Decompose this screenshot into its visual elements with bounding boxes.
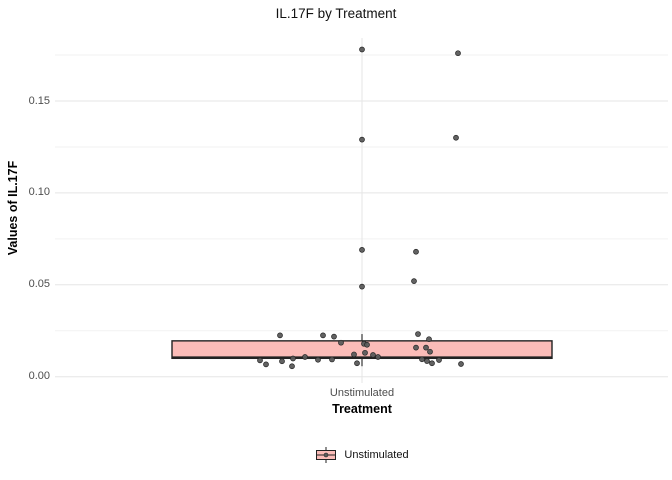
y-tick-label: 0.10: [28, 186, 50, 199]
y-tick-label: 0.00: [28, 370, 50, 383]
x-axis-title: Treatment: [332, 402, 392, 416]
x-tick-label: Unstimulated: [329, 387, 395, 399]
chart-title: IL.17F by Treatment: [275, 6, 397, 21]
legend: Unstimulated: [0, 444, 672, 466]
y-tick-label: 0.05: [28, 278, 50, 291]
y-tick-label: 0.15: [28, 94, 50, 107]
legend-label: Unstimulated: [344, 449, 409, 461]
legend-key-boxplot-glyph: [316, 447, 337, 463]
